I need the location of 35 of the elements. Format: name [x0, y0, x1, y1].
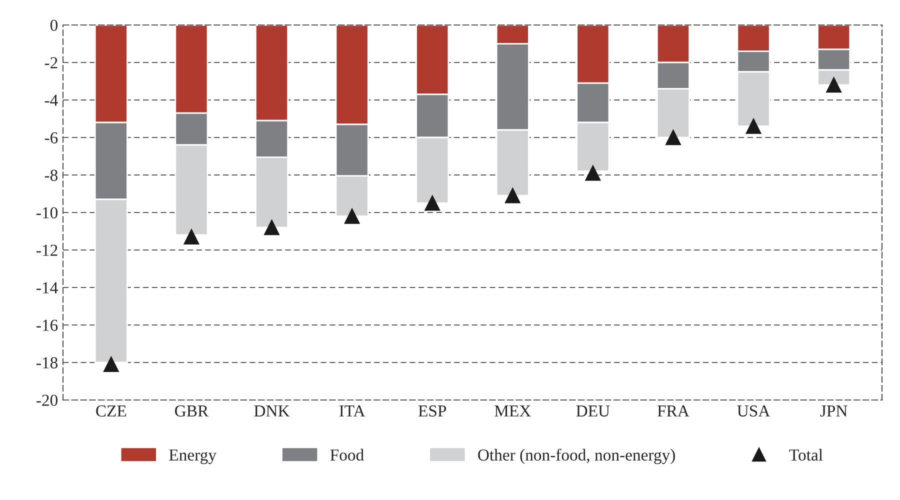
y-tick-label: -18: [36, 357, 58, 368]
x-tick-label: DEU: [576, 406, 610, 417]
legend-label: Other (non-food, non-energy): [478, 448, 675, 464]
point: [344, 208, 360, 224]
point: [424, 195, 440, 211]
x-tick-label: USA: [737, 405, 770, 417]
y-tick-label: -12: [36, 244, 58, 256]
x-tick-label: JPN: [820, 406, 848, 417]
x-tick-label: ITA: [339, 405, 366, 416]
point: [585, 165, 601, 181]
y-tick-label: -6: [44, 132, 58, 144]
x-tick-label: FRA: [658, 405, 690, 416]
x-tick-label: DNK: [254, 406, 290, 416]
x-tick-label: MEX: [494, 406, 531, 416]
x-tick-label: GBR: [175, 405, 209, 417]
y-tick-label: -16: [36, 320, 58, 331]
x-tick-label: CZE: [96, 405, 126, 417]
y-tick-label: 0: [50, 20, 58, 31]
point: [505, 188, 520, 204]
y-tick-label: -10: [36, 207, 58, 218]
legend-label: Total: [789, 448, 823, 461]
y-tick-label: -4: [44, 94, 58, 106]
point: [746, 118, 762, 134]
y-tick-label: -20: [36, 394, 58, 406]
x-tick-label: ESP: [418, 405, 446, 417]
point: [184, 229, 200, 245]
legend-label: Food: [330, 448, 364, 461]
y-tick-label: -14: [36, 282, 58, 294]
point: [264, 220, 280, 236]
point: [104, 356, 119, 372]
y-tick-label: -2: [44, 57, 58, 68]
point: [826, 77, 842, 93]
y-tick-label: -8: [44, 170, 58, 181]
legend-label: Energy: [169, 450, 216, 464]
point: [666, 130, 681, 146]
